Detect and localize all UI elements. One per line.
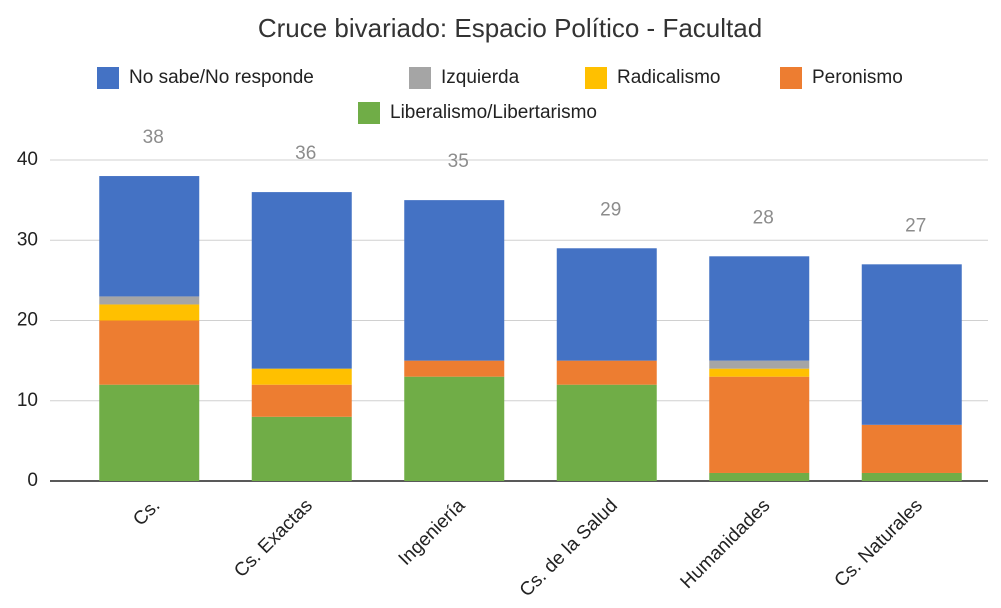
bar-segment: [861, 424, 962, 473]
legend-label: No sabe/No responde: [129, 67, 314, 88]
legend-label: Liberalismo/Libertarismo: [390, 102, 597, 123]
total-label: 38: [143, 127, 164, 148]
bar-segment: [709, 360, 810, 369]
bar-segment: [709, 472, 810, 481]
legend-label: Izquierda: [441, 67, 520, 88]
total-label: 27: [905, 215, 926, 236]
legend-swatch: [358, 102, 380, 124]
x-tick-label: Humanidades: [677, 495, 775, 593]
chart-title: Cruce bivariado: Espacio Político - Facu…: [258, 13, 762, 43]
bar-segment: [251, 416, 352, 481]
y-tick-label: 20: [17, 310, 38, 331]
legend-label: Radicalismo: [617, 67, 720, 88]
total-label: 36: [295, 143, 316, 164]
x-tick-label: Cs. Exactas: [230, 495, 317, 582]
bar-segment: [556, 248, 657, 361]
bar-segment: [556, 360, 657, 385]
total-label: 28: [753, 207, 774, 228]
y-tick-label: 30: [17, 229, 38, 250]
bar-segment: [251, 368, 352, 385]
bar-segment: [556, 384, 657, 481]
bar-segment: [861, 472, 962, 481]
y-tick-label: 0: [27, 470, 38, 491]
y-tick-label: 40: [17, 149, 38, 170]
bar-segment: [251, 192, 352, 369]
x-tick-label: Cs.: [129, 495, 164, 530]
bar-segment: [99, 304, 200, 321]
bar-segment: [404, 376, 505, 481]
bar-segment: [709, 368, 810, 377]
bar-segment: [99, 176, 200, 297]
x-tick-label: Ingeniería: [395, 495, 470, 570]
bar-segment: [99, 296, 200, 305]
bar-segment: [99, 384, 200, 481]
bar-segment: [709, 376, 810, 473]
bar-segment: [251, 384, 352, 417]
bar-segment: [404, 360, 505, 377]
x-tick-label: Cs. Naturales: [831, 495, 927, 591]
bar-segment: [861, 264, 962, 425]
bar-segment: [709, 256, 810, 361]
legend-swatch: [585, 67, 607, 89]
legend-label: Peronismo: [812, 67, 903, 88]
bar-segment: [99, 320, 200, 385]
total-label: 29: [600, 199, 621, 220]
x-tick-label: Cs. de la Salud: [516, 495, 622, 601]
bar-segment: [404, 200, 505, 361]
legend-swatch: [97, 67, 119, 89]
y-tick-label: 10: [17, 390, 38, 411]
legend-swatch: [409, 67, 431, 89]
total-label: 35: [448, 151, 469, 172]
legend-swatch: [780, 67, 802, 89]
